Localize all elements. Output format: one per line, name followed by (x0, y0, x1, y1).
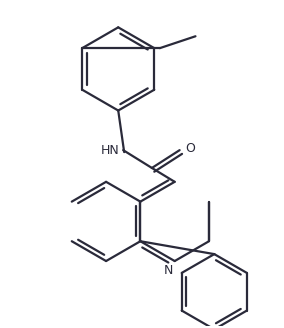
Text: O: O (185, 142, 195, 155)
Text: N: N (164, 264, 174, 277)
Text: HN: HN (101, 144, 120, 157)
